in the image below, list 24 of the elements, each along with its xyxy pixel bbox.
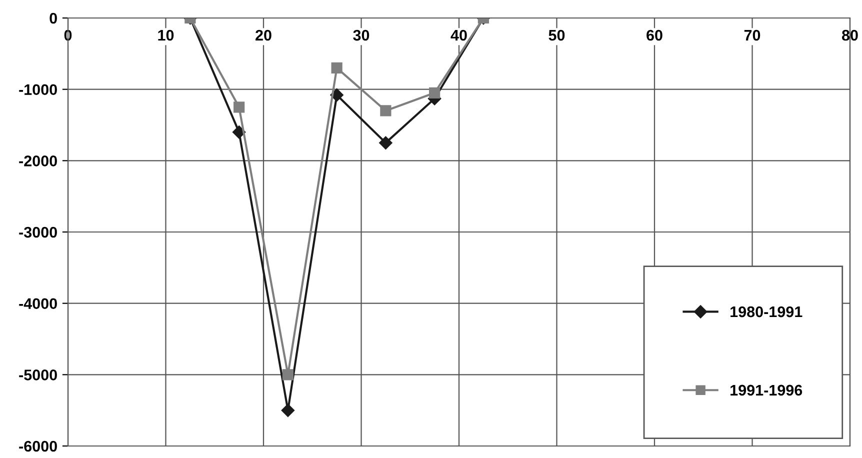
point (232, 126, 246, 139)
point (281, 404, 295, 417)
y-tick-label: -3000 (19, 226, 57, 238)
point (282, 369, 294, 380)
x-tick-label: 50 (548, 30, 565, 41)
x-tick-label: 10 (158, 30, 174, 41)
y-tick-label: -5000 (19, 370, 57, 380)
y-tick-label: -6000 (19, 440, 57, 452)
y-tick-label: 0 (50, 12, 57, 24)
point (380, 105, 392, 116)
point (379, 136, 392, 150)
legend-label: 1980-1991 (730, 306, 802, 318)
x-tick-label: 30 (353, 30, 370, 41)
y-tick-label: -1000 (19, 84, 57, 96)
x-tick-label: 70 (744, 30, 760, 41)
point (331, 62, 342, 74)
y-tick-label: -4000 (19, 298, 57, 310)
legend-label: 1991-1996 (730, 384, 802, 396)
x-tick-label: 40 (450, 30, 467, 41)
point (429, 87, 440, 98)
x-tick-label: 20 (256, 30, 272, 41)
x-tick-label: 60 (646, 30, 662, 41)
point (234, 102, 245, 113)
y-tick-label: -2000 (19, 156, 57, 166)
